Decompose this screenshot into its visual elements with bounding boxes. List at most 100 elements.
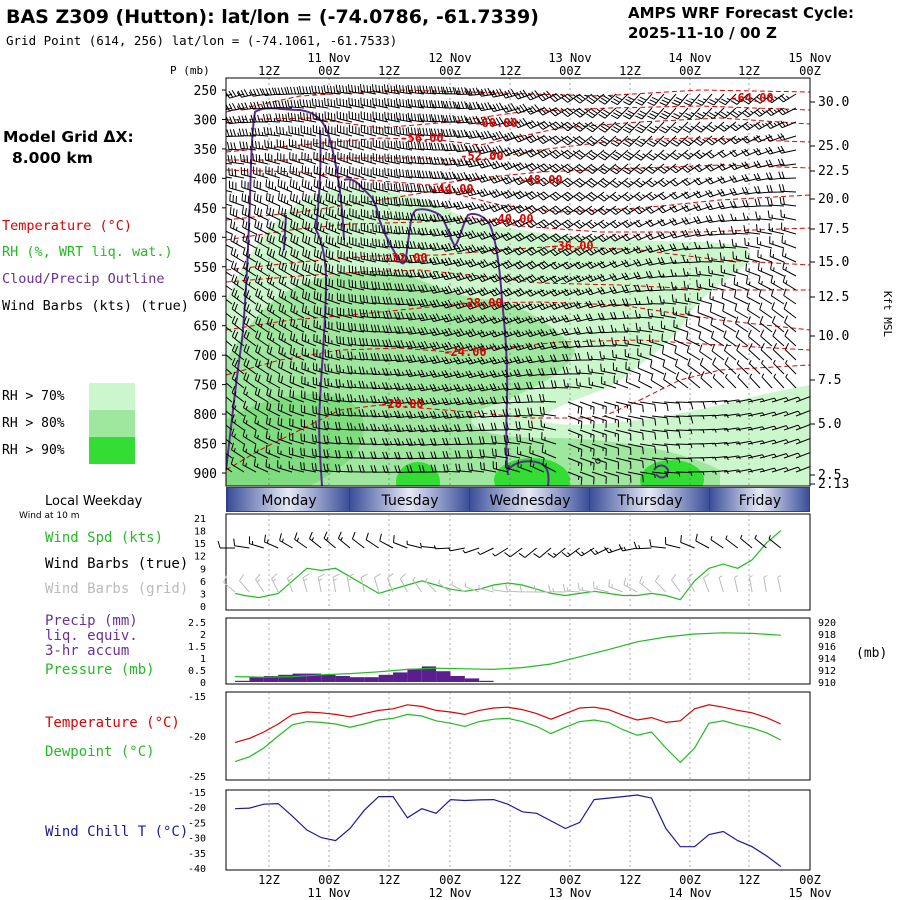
wind-barb: [771, 411, 789, 417]
wind-barb: [478, 436, 497, 445]
wind-barb: [361, 152, 377, 165]
wind-barb: [477, 287, 497, 297]
wind-barb: [637, 348, 653, 361]
top-date-label: 13 Nov: [548, 51, 591, 65]
wind-barb: [657, 218, 677, 227]
wind-barb: [705, 176, 725, 185]
wind-barb: [451, 581, 466, 593]
wind-barb: [489, 217, 509, 227]
wind-barb: [681, 229, 701, 238]
wind-barb: [417, 354, 437, 364]
wind-barb: [430, 464, 449, 473]
wind-barb: [242, 457, 257, 473]
wind-barb: [573, 274, 593, 283]
wind-barb: [579, 401, 595, 415]
wind-barb: [651, 415, 669, 425]
wind-barb: [302, 262, 317, 277]
wind-barb: [537, 219, 557, 229]
wind-barb: [718, 575, 724, 593]
wind-barb: [724, 357, 737, 375]
wind-barb: [586, 107, 605, 119]
height-tick-label: 7.5: [818, 373, 841, 388]
wind-barb: [501, 329, 521, 338]
wind-barb: [770, 288, 785, 305]
wind-barb: [681, 204, 701, 212]
wind-barb: [710, 330, 725, 347]
wind-barb: [311, 448, 329, 459]
wind-barb: [429, 341, 449, 350]
wind-barb: [671, 294, 689, 305]
wind-barb: [683, 107, 701, 120]
wind-barb: [598, 163, 617, 175]
wind-barb: [518, 547, 537, 558]
wind-barb: [549, 302, 569, 310]
top-tick-label: 12Z: [738, 64, 760, 78]
wind-barb: [441, 383, 461, 392]
wind-barb: [371, 238, 389, 249]
wind-barb: [623, 93, 641, 106]
wind-barb: [587, 364, 605, 375]
wind-barb: [597, 260, 617, 269]
precip-bar: [321, 674, 336, 682]
wind-barb: [627, 401, 644, 413]
wind-barb: [275, 126, 293, 137]
wind-barb: [407, 84, 425, 95]
wind-barb: [771, 453, 789, 459]
pressure-tick-label: 750: [194, 379, 217, 394]
wind-barb: [477, 130, 497, 140]
wind-barb: [639, 575, 652, 593]
wind-barb: [383, 196, 401, 207]
wind-barb: [525, 246, 545, 256]
wind-barb: [347, 379, 365, 389]
wind-barb: [348, 111, 365, 123]
wind-barb: [384, 125, 401, 137]
wind-barb: [537, 163, 557, 173]
wind-barb: [550, 380, 569, 389]
wind-barb: [370, 324, 389, 333]
wind-barb: [525, 134, 545, 144]
wind-barb: [465, 144, 485, 154]
height-tick-label: 5.0: [818, 417, 841, 432]
wind-y-tick: 18: [194, 527, 206, 538]
wind-barb: [255, 358, 269, 375]
wind-barb: [501, 273, 521, 283]
wind-barb: [477, 356, 497, 365]
wind-barb: [480, 462, 497, 473]
wind-barb: [622, 135, 641, 147]
wind-barb: [261, 87, 281, 96]
wind-barb: [597, 273, 617, 282]
wind-barb: [795, 452, 810, 459]
wind-barb: [361, 166, 377, 179]
wind-barb: [255, 316, 269, 333]
wind-barb: [230, 456, 245, 473]
wind-barb: [639, 457, 657, 468]
wind-barb: [492, 547, 509, 557]
wind-barb: [621, 219, 641, 229]
wind-barb: [598, 177, 617, 188]
wind-barb: [574, 163, 593, 174]
wind-barb: [709, 304, 725, 319]
wind-barb: [254, 247, 269, 263]
wind-barb: [784, 342, 797, 361]
wind-barb: [529, 458, 545, 473]
wind-barb: [674, 345, 689, 361]
wind-barb: [527, 420, 545, 431]
wind-barb: [465, 201, 485, 211]
wind-barb: [393, 354, 413, 363]
wind-barb: [561, 233, 581, 243]
wind-barb: [748, 343, 761, 361]
wind-barb: [453, 370, 473, 379]
wind-barb: [274, 100, 293, 109]
wind-y-tick: 12: [194, 552, 206, 563]
wind-barb: [231, 371, 245, 389]
wind-barb: [312, 124, 329, 137]
wind-barb: [301, 347, 317, 361]
wind-barb: [372, 181, 389, 193]
wind-barb: [290, 261, 305, 277]
page-title: BAS Z309 (Hutton): lat/lon = (-74.0786, …: [6, 6, 539, 28]
wind-barb: [561, 314, 581, 323]
top-tick-label: 12Z: [619, 64, 641, 78]
wind-barb: [407, 169, 425, 179]
wind-barb: [671, 107, 689, 120]
wind-barb: [454, 87, 473, 95]
